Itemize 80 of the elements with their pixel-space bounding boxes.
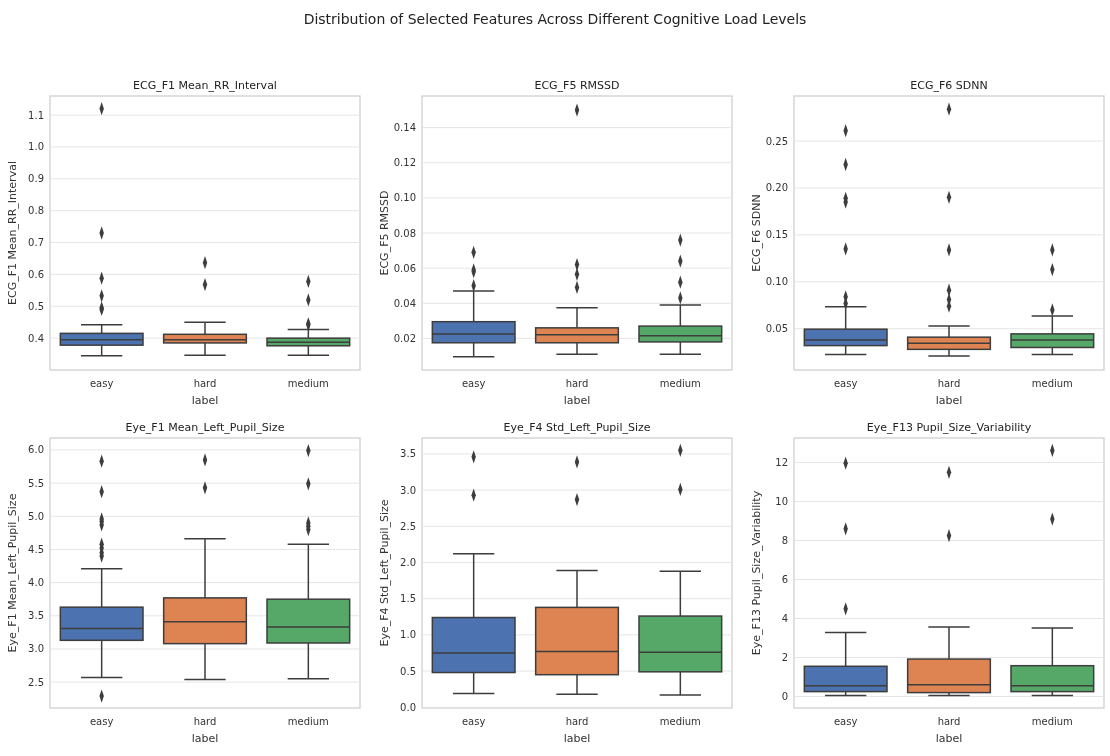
y-tick-label: 3.5 (28, 610, 44, 622)
y-tick-label: 0.5 (400, 665, 416, 677)
y-tick-label: 0.8 (28, 205, 44, 217)
y-tick-label: 4.0 (28, 577, 44, 589)
x-axis-title: label (563, 394, 591, 407)
y-tick-label: 0.5 (28, 300, 44, 312)
y-tick-label: 2.5 (400, 520, 416, 532)
x-tick-label: easy (89, 716, 114, 727)
x-axis-title: label (191, 732, 219, 745)
y-tick-label: 0.04 (393, 297, 416, 309)
y-tick-label: 0.12 (393, 157, 416, 169)
y-tick-label: 1.5 (400, 593, 416, 605)
y-axis-title: ECG_F6 SDNN (750, 194, 763, 272)
y-tick-label: 0.10 (765, 276, 788, 288)
chart-title: ECG_F6 SDNN (910, 79, 988, 92)
x-tick-label: hard (937, 378, 961, 389)
y-tick-label: 1.0 (28, 141, 44, 153)
y-tick-label: 0 (781, 691, 788, 702)
y-tick-label: 4 (781, 613, 788, 625)
y-tick-label: 8 (781, 535, 788, 547)
x-axis-title: label (935, 732, 963, 745)
y-tick-label: 0.05 (765, 323, 788, 335)
y-tick-label: 0.10 (393, 192, 416, 204)
y-tick-label: 1.0 (400, 629, 416, 641)
y-tick-label: 6 (781, 574, 788, 586)
y-tick-label: 3.0 (400, 484, 416, 496)
x-tick-label: medium (287, 716, 329, 727)
y-axis-title: ECG_F1 Mean_RR_Interval (6, 161, 19, 305)
y-tick-label: 0.6 (28, 268, 44, 280)
y-tick-label: 5.5 (28, 477, 44, 489)
x-tick-label: medium (659, 378, 701, 389)
x-tick-label: hard (193, 716, 217, 727)
y-axis-title: Eye_F4 Std_Left_Pupil_Size (378, 499, 391, 647)
y-tick-label: 6.0 (28, 444, 44, 456)
y-tick-label: 0.9 (28, 173, 44, 185)
y-tick-label: 0.4 (28, 332, 44, 344)
y-tick-label: 1.1 (28, 109, 44, 121)
x-tick-label: easy (461, 378, 486, 389)
chart-title: Eye_F13 Pupil_Size_Variability (866, 421, 1032, 434)
y-tick-label: 0.08 (393, 227, 416, 239)
y-tick-label: 0.15 (765, 229, 788, 241)
y-tick-label: 0.0 (400, 701, 416, 713)
x-tick-label: medium (659, 716, 701, 727)
y-tick-label: 3.0 (28, 643, 44, 655)
x-tick-label: hard (565, 378, 589, 389)
y-tick-label: 0.14 (393, 122, 416, 134)
x-axis-title: label (563, 732, 591, 745)
y-tick-label: 0.02 (393, 332, 416, 344)
x-tick-label: medium (287, 378, 329, 389)
x-tick-label: hard (937, 716, 961, 727)
x-tick-label: easy (461, 716, 486, 727)
y-tick-label: 0.20 (765, 182, 788, 194)
chart-title: ECG_F1 Mean_RR_Interval (133, 79, 277, 92)
y-tick-label: 12 (775, 457, 788, 469)
x-tick-label: medium (1031, 378, 1073, 389)
x-tick-label: hard (193, 378, 217, 389)
y-tick-label: 5.0 (28, 510, 44, 522)
chart-title: ECG_F5 RMSSD (534, 79, 620, 92)
y-tick-label: 2.5 (28, 676, 44, 688)
x-tick-label: easy (833, 716, 858, 727)
y-tick-label: 0.7 (28, 237, 44, 249)
y-axis-title: ECG_F5 RMSSD (378, 190, 391, 276)
x-tick-label: hard (565, 716, 589, 727)
chart-title: Eye_F1 Mean_Left_Pupil_Size (125, 421, 285, 434)
x-axis-title: label (191, 394, 219, 407)
y-tick-label: 2 (781, 652, 788, 664)
y-tick-label: 4.5 (28, 543, 44, 555)
y-tick-label: 2.0 (400, 557, 416, 568)
text: Distribution of Selected Features Across Different Cognitive Load Levels (303, 11, 807, 27)
x-tick-label: medium (1031, 716, 1073, 727)
y-tick-label: 0.06 (393, 262, 416, 274)
y-axis-title: Eye_F13 Pupil_Size_Variability (750, 490, 763, 656)
chart-title: Eye_F4 Std_Left_Pupil_Size (503, 421, 651, 434)
x-tick-label: easy (833, 378, 858, 389)
x-axis-title: label (935, 394, 963, 407)
y-tick-label: 0.25 (765, 135, 788, 147)
y-axis-title: Eye_F1 Mean_Left_Pupil_Size (6, 493, 19, 653)
y-tick-label: 10 (775, 496, 788, 508)
y-tick-label: 3.5 (400, 448, 416, 460)
x-tick-label: easy (89, 378, 114, 389)
